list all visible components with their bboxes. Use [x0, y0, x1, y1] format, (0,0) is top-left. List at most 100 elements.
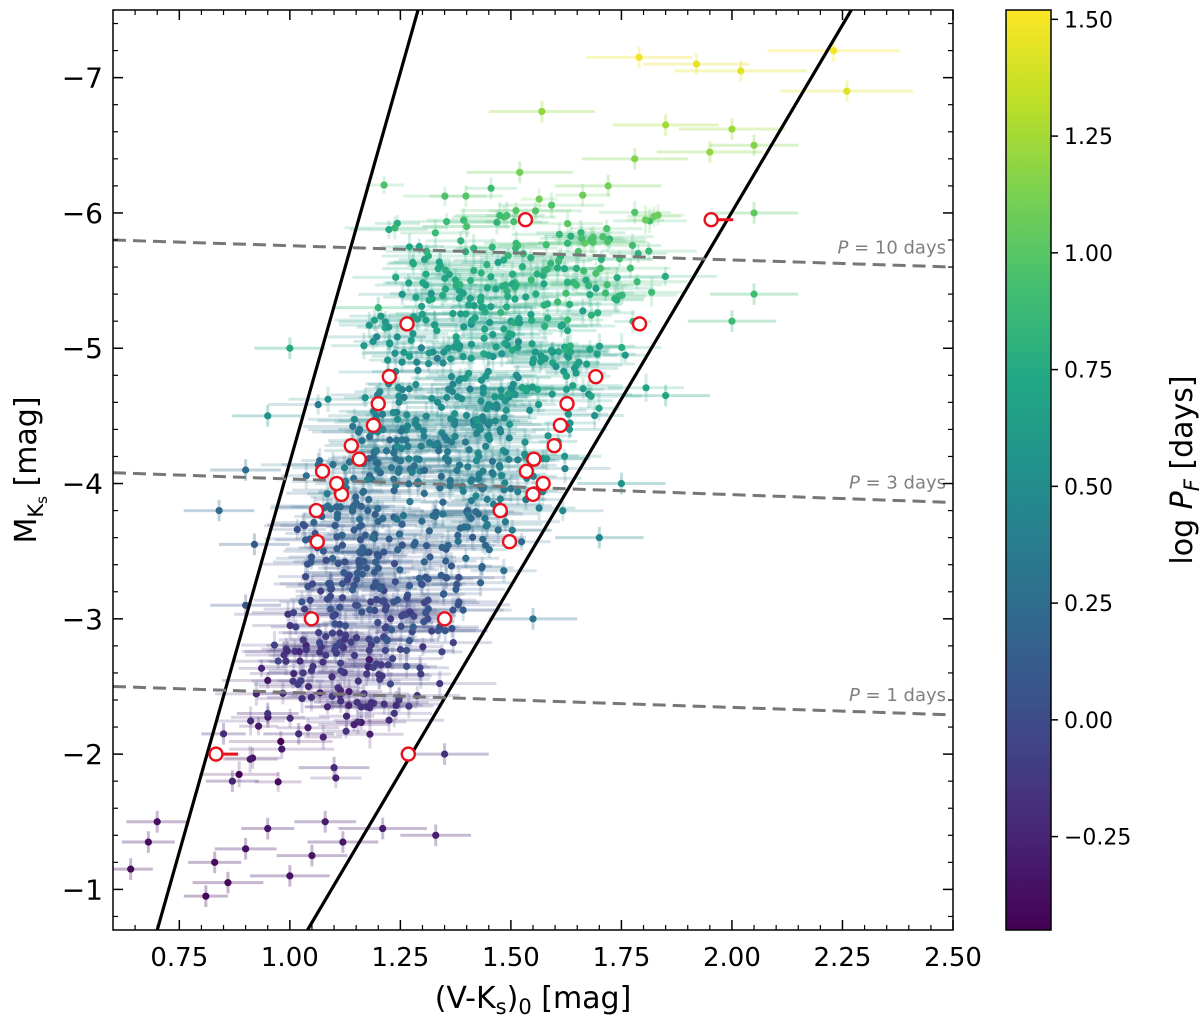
scatter-point	[544, 432, 552, 440]
scatter-point	[352, 493, 360, 501]
scatter-point	[641, 216, 650, 224]
scatter-point	[563, 239, 572, 247]
scatter-point	[377, 312, 385, 320]
red-markers	[208, 212, 734, 762]
scatter-point	[358, 437, 366, 445]
scatter-point	[403, 411, 411, 419]
scatter-point	[293, 525, 301, 534]
scatter-point	[336, 620, 344, 628]
scatter-point	[376, 584, 384, 593]
red-marker	[308, 502, 325, 519]
scatter-point	[411, 419, 419, 428]
scatter-point	[466, 385, 474, 393]
scatter-point	[585, 281, 593, 290]
scatter-point	[533, 270, 541, 278]
scatter-point	[438, 543, 446, 552]
scatter-point	[544, 314, 552, 322]
scatter-point	[462, 192, 470, 200]
scatter-point	[342, 712, 351, 720]
scatter-point	[365, 455, 373, 463]
scatter-point	[322, 632, 330, 641]
scatter-point	[343, 576, 352, 584]
scatter-point	[412, 293, 420, 301]
x-tick-label: 1.00	[261, 943, 319, 973]
scatter-point	[511, 390, 519, 399]
scatter-point	[563, 326, 572, 335]
scatter-point	[379, 824, 387, 833]
scatter-point	[330, 764, 338, 772]
y-tick-label: −2	[62, 738, 103, 771]
scatter-point	[509, 380, 517, 388]
scatter-point	[472, 492, 480, 500]
scatter-point	[405, 243, 414, 251]
scatter-point	[337, 697, 345, 705]
scatter-point	[498, 350, 506, 358]
scatter-point	[299, 669, 307, 677]
scatter-point	[462, 554, 470, 562]
scatter-point	[498, 472, 506, 480]
scatter-point	[449, 380, 457, 388]
scatter-point	[591, 411, 599, 420]
scatter-point	[504, 251, 512, 260]
scatter-point	[406, 608, 414, 616]
scatter-point	[479, 413, 487, 421]
scatter-point	[494, 258, 502, 267]
scatter-point	[511, 295, 519, 303]
scatter-point	[531, 207, 540, 215]
scatter-point	[528, 340, 536, 348]
scatter-point	[329, 612, 337, 620]
scatter-point	[500, 256, 508, 264]
colorbar-tick-label: 1.25	[1064, 125, 1113, 150]
scatter-point	[366, 606, 374, 614]
scatter-point	[455, 573, 463, 582]
scatter-point	[370, 568, 379, 576]
colorbar-tick-label: 0.25	[1064, 592, 1113, 617]
scatter-point	[385, 535, 393, 543]
scatter-point	[496, 463, 504, 471]
scatter-point	[390, 486, 398, 495]
colorbar-tick-label: −0.25	[1064, 826, 1131, 851]
scatter-point	[394, 546, 402, 554]
scatter-point	[489, 330, 497, 339]
scatter-point	[393, 415, 402, 423]
scatter-point	[485, 351, 493, 359]
red-marker	[303, 611, 320, 627]
scatter-point	[424, 575, 432, 583]
scatter-point	[368, 533, 377, 542]
scatter-point	[562, 372, 571, 380]
scatter-point	[333, 514, 341, 522]
scatter-point	[449, 638, 457, 647]
scatter-point	[483, 260, 491, 269]
scatter-point	[592, 269, 600, 278]
red-marker	[535, 475, 551, 492]
scatter-point	[491, 393, 499, 401]
scatter-point	[470, 244, 478, 252]
scatter-point	[422, 542, 431, 550]
scatter-point	[462, 411, 471, 420]
scatter-point	[479, 389, 487, 397]
scatter-point	[613, 274, 621, 282]
scatter-point	[432, 508, 440, 516]
scatter-point	[333, 503, 341, 511]
scatter-point	[400, 348, 408, 357]
scatter-point	[412, 380, 420, 389]
scatter-point	[319, 733, 327, 741]
scatter-point	[485, 546, 493, 554]
scatter-point	[219, 730, 228, 738]
scatter-point	[289, 677, 297, 685]
scatter-point	[467, 497, 475, 505]
scatter-point	[408, 468, 416, 476]
scatter-point	[626, 264, 635, 272]
scatter-point	[353, 698, 361, 706]
scatter-point	[378, 672, 386, 680]
scatter-point	[428, 627, 436, 635]
scatter-point	[508, 346, 517, 354]
scatter-point	[467, 277, 475, 285]
scatter-point	[454, 531, 462, 539]
x-tick-label: 1.50	[482, 943, 540, 973]
scatter-point	[587, 311, 595, 319]
scatter-point	[586, 290, 594, 299]
period-line-label: P = 10 days	[838, 237, 947, 258]
scatter-point	[326, 605, 335, 613]
scatter-point	[295, 730, 303, 738]
